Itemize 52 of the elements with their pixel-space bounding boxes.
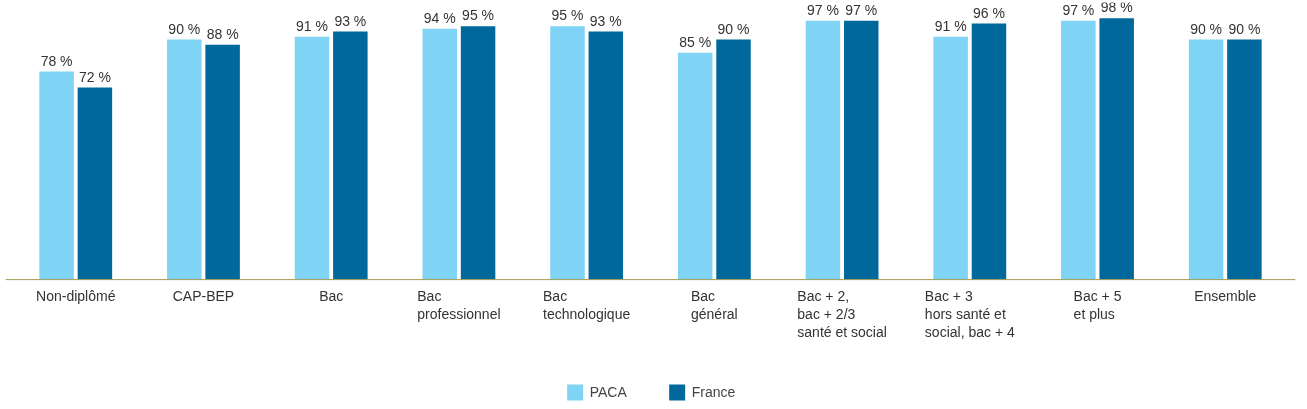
bar — [422, 28, 457, 280]
data-label: 95 % — [462, 7, 495, 24]
bar — [205, 44, 240, 280]
bar — [1099, 18, 1134, 280]
bar — [333, 31, 368, 280]
data-label: 72 % — [78, 68, 111, 85]
bar — [933, 36, 968, 280]
x-tick-label: Bac + 2, bac + 2/3 santé et social — [797, 287, 887, 341]
data-label: 78 % — [40, 52, 73, 69]
data-label: 90 % — [168, 20, 201, 37]
bar — [294, 36, 330, 280]
bar — [1227, 39, 1262, 280]
bar — [460, 26, 496, 280]
data-label: 91 % — [296, 17, 328, 34]
data-label: 98 % — [1100, 0, 1133, 16]
data-label: 97 % — [1062, 1, 1095, 18]
bar — [550, 26, 585, 280]
x-tick-label: Bac + 3 hors santé et social, bac + 4 — [924, 287, 1015, 341]
data-label: 95 % — [551, 7, 584, 24]
data-label: 90 % — [717, 20, 750, 37]
data-label: 93 % — [334, 12, 367, 29]
data-label: 96 % — [973, 4, 1005, 21]
data-label: 85 % — [679, 33, 712, 50]
data-label: 90 % — [1228, 20, 1261, 37]
bar — [167, 39, 202, 280]
bar — [588, 31, 624, 280]
bar — [677, 52, 713, 280]
data-label: 90 % — [1190, 20, 1223, 37]
data-label: 97 % — [845, 1, 878, 18]
x-tick-label: Ensemble — [1194, 287, 1257, 304]
bar — [77, 87, 113, 280]
legend-label: PACA — [589, 384, 627, 400]
bar — [1188, 39, 1224, 280]
bar — [716, 39, 751, 280]
data-label: 97 % — [806, 1, 839, 18]
bar — [844, 20, 879, 280]
x-tick-label: Bac général — [691, 287, 738, 323]
x-tick-label: Bac professionnel — [417, 287, 501, 323]
bar — [805, 20, 841, 280]
data-label: 91 % — [934, 17, 967, 34]
bar — [1061, 20, 1096, 280]
x-tick-label: Bac + 5 et plus — [1073, 287, 1122, 323]
bar — [39, 71, 74, 280]
x-tick-label: CAP-BEP — [172, 287, 235, 304]
data-label: 88 % — [206, 25, 239, 42]
data-label: 93 % — [589, 12, 622, 29]
data-label: 94 % — [423, 9, 456, 26]
x-tick-label: Bac technologique — [543, 287, 631, 323]
x-tick-label: Bac — [319, 287, 344, 304]
legend-label: France — [691, 384, 736, 400]
bar — [971, 23, 1007, 280]
x-tick-label: Non-diplômé — [36, 287, 116, 304]
